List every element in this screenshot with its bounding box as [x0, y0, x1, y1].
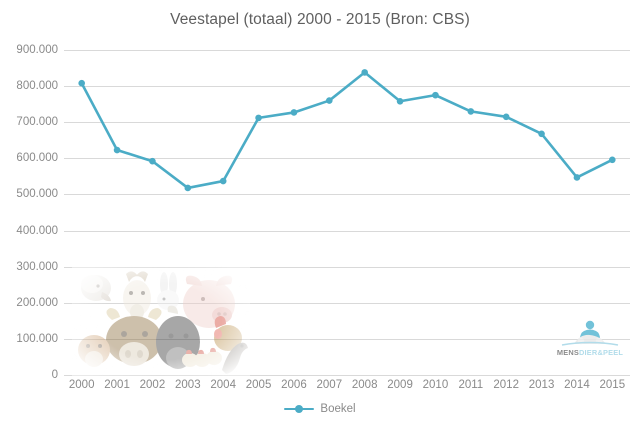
x-axis-tick-label: 2007	[316, 379, 343, 391]
x-axis-tick-label: 2015	[599, 379, 626, 391]
data-point-marker[interactable]	[502, 113, 510, 121]
gridline	[64, 122, 630, 123]
y-axis-tick-label: 100.000	[16, 332, 58, 345]
gridline	[64, 375, 630, 376]
gridline	[64, 50, 630, 51]
y-axis-tick-label: 400.000	[16, 224, 58, 237]
data-point-marker[interactable]	[113, 146, 121, 154]
x-axis-tick-label: 2004	[210, 379, 236, 391]
data-point-marker[interactable]	[219, 177, 227, 185]
data-point-marker[interactable]	[184, 184, 192, 192]
gridline	[64, 194, 630, 195]
y-axis-tick-label: 200.000	[16, 296, 58, 309]
data-point-marker[interactable]	[609, 156, 616, 164]
data-point-marker[interactable]	[326, 97, 333, 104]
gridline	[64, 303, 630, 304]
y-axis-tick-label: 600.000	[16, 152, 58, 165]
gridline	[64, 267, 630, 268]
data-point-marker[interactable]	[538, 130, 545, 138]
data-point-marker[interactable]	[573, 174, 581, 181]
x-axis-tick-label: 2000	[68, 379, 95, 391]
y-axis-tick-label: 0	[51, 369, 58, 381]
data-point-marker[interactable]	[255, 114, 262, 122]
legend-item-label: Boekel	[320, 403, 356, 415]
y-axis-tick-label: 900.000	[16, 44, 58, 56]
y-axis-tick-label: 800.000	[16, 80, 58, 93]
x-axis-tick-label: 2011	[458, 379, 484, 391]
series-boekel	[78, 69, 616, 192]
data-point-marker[interactable]	[361, 69, 368, 76]
series-line-boekel	[80, 71, 614, 190]
x-axis-tick-label: 2003	[175, 379, 201, 391]
x-axis: 2000 2001 2002 2003 2004 2005 2006 2007 2008 2009…	[64, 379, 630, 397]
legend-color-swatch	[284, 403, 315, 415]
gridline	[64, 231, 630, 232]
y-axis: 900.000 800.000 700.000 600.000 500.000 400.0…	[0, 44, 58, 381]
data-point-marker[interactable]	[396, 97, 404, 105]
x-axis-tick-label: 2010	[422, 379, 449, 391]
x-axis-tick-label: 2013	[528, 379, 555, 391]
data-point-marker[interactable]	[432, 91, 439, 99]
x-axis-tick-label: 2005	[245, 379, 272, 391]
gridline	[64, 339, 630, 340]
legend-item[interactable]: Boekel	[284, 403, 356, 415]
data-point-marker[interactable]	[149, 157, 156, 165]
x-axis-tick-label: 2009	[387, 379, 413, 391]
chart-legend: Boekel	[0, 403, 640, 415]
data-point-marker[interactable]	[78, 79, 85, 87]
x-axis-tick-label: 2008	[351, 379, 378, 391]
y-axis-tick-label: 300.000	[16, 260, 58, 273]
gridline	[64, 158, 630, 159]
x-axis-tick-label: 2006	[281, 379, 307, 391]
x-axis-tick-label: 2001	[104, 379, 130, 391]
x-axis-tick-label: 2014	[564, 379, 590, 391]
data-point-marker[interactable]	[467, 108, 475, 115]
y-axis-tick-label: 700.000	[16, 116, 58, 129]
data-point-marker[interactable]	[290, 109, 298, 116]
chart-title: Veestapel (totaal) 2000 - 2015 (Bron: CB…	[170, 11, 470, 28]
y-axis-tick-label: 500.000	[16, 188, 58, 201]
x-axis-tick-label: 2002	[139, 379, 166, 391]
x-axis-tick-label: 2012	[493, 379, 519, 391]
plot-area	[64, 50, 630, 376]
